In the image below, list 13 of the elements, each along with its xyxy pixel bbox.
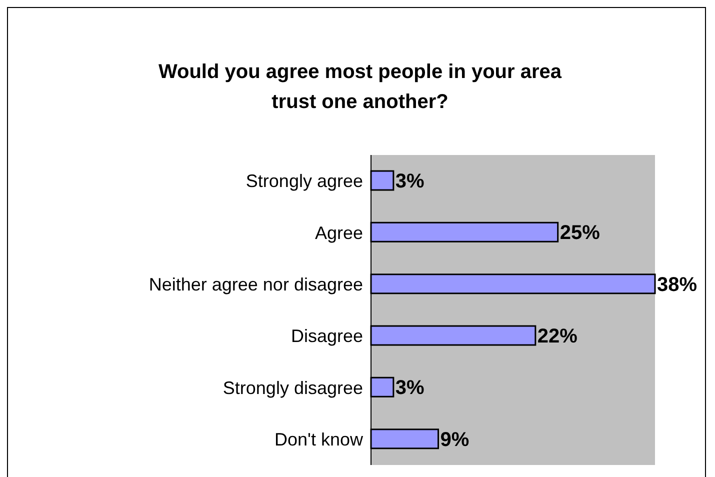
- y-tick-label: Agree: [314, 222, 363, 243]
- y-tick-label: Strongly disagree: [222, 378, 363, 398]
- y-tick-label: Neither agree nor disagree: [148, 274, 363, 295]
- data-label: 3%: [395, 377, 425, 400]
- data-label: 9%: [440, 428, 470, 451]
- data-label: 22%: [537, 326, 578, 348]
- y-tick-label: Don't know: [274, 430, 364, 450]
- data-label: 38%: [657, 274, 698, 296]
- data-label: 3%: [395, 170, 425, 192]
- y-tick-label: Strongly agree: [246, 171, 363, 192]
- y-tick-label: Disagree: [290, 326, 363, 346]
- chart-title: Would you agree most people in your area trust one another?: [157, 60, 563, 115]
- data-label: 25%: [560, 222, 600, 244]
